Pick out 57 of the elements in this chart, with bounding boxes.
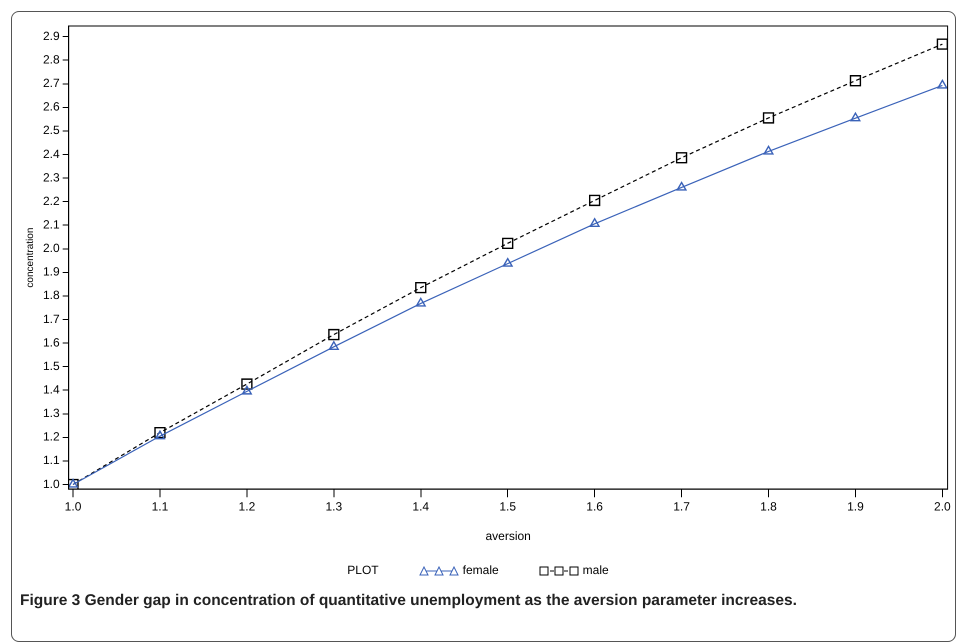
point: [850, 75, 862, 86]
point: [850, 112, 860, 122]
x-tick-label: 1.7: [673, 500, 690, 514]
point: [415, 282, 426, 294]
y-tick-label: 2.8: [42, 52, 60, 66]
point: [154, 430, 165, 440]
y-tick-label: 1.7: [42, 312, 60, 326]
y-tick-label: 1.9: [42, 264, 60, 279]
point: [676, 182, 687, 191]
y-axis-title: concentration: [24, 228, 36, 288]
x-tick-label: 1.4: [412, 500, 430, 514]
y-tick-label: 1.5: [42, 358, 60, 373]
y-tick-label: 2.3: [42, 170, 60, 184]
y-tick-label: 1.2: [42, 430, 60, 444]
y-tick-label: 1.6: [42, 335, 60, 350]
point: [937, 80, 948, 89]
point: [154, 426, 166, 438]
point: [590, 218, 600, 227]
point: [762, 112, 774, 124]
point: [242, 386, 252, 395]
x-tick-label: 1.1: [152, 500, 169, 514]
y-tick-label: 2.7: [42, 76, 60, 90]
y-tick-label: 2.6: [42, 100, 60, 114]
point: [763, 146, 774, 155]
point: [416, 298, 426, 307]
x-tick-label: 1.3: [325, 500, 342, 514]
x-tick-label: 1.9: [847, 500, 864, 514]
y-tick-label: 1.8: [42, 288, 60, 302]
y-tick-label: 1.1: [42, 453, 60, 468]
x-tick-label: 1.6: [586, 500, 604, 514]
point: [676, 152, 688, 164]
point: [328, 341, 339, 350]
y-tick-label: 2.5: [42, 123, 60, 138]
x-tick-label: 2.0: [934, 500, 952, 514]
point: [936, 38, 948, 50]
y-tick-label: 2.2: [42, 194, 60, 208]
caption: Figure 3 Gender gap in concentration of quantitative unemployment as the aversion parameter increases.: [20, 591, 798, 611]
y-tick-label: 2.1: [42, 218, 60, 232]
y-tick-label: 1.4: [42, 382, 60, 397]
x-tick-label: 1.5: [499, 500, 516, 514]
legend-label: female: [462, 562, 499, 577]
x-tick-label: 1.2: [238, 500, 256, 514]
legend-title: PLOT: [347, 562, 379, 577]
point: [328, 328, 340, 340]
point: [502, 238, 514, 249]
y-tick-label: 1.3: [42, 406, 60, 420]
y-tick-label: 2.9: [42, 28, 60, 43]
legend-label: male: [582, 562, 609, 577]
x-tick-label: 1.0: [64, 500, 82, 514]
point: [502, 258, 513, 267]
x-tick-label: 1.8: [760, 500, 778, 514]
y-tick-label: 1.0: [42, 476, 60, 491]
point: [588, 194, 600, 206]
y-tick-label: 2.4: [42, 146, 60, 161]
point: [241, 378, 253, 390]
y-tick-label: 2.0: [42, 241, 60, 256]
x-axis-title: aversion: [485, 529, 531, 544]
